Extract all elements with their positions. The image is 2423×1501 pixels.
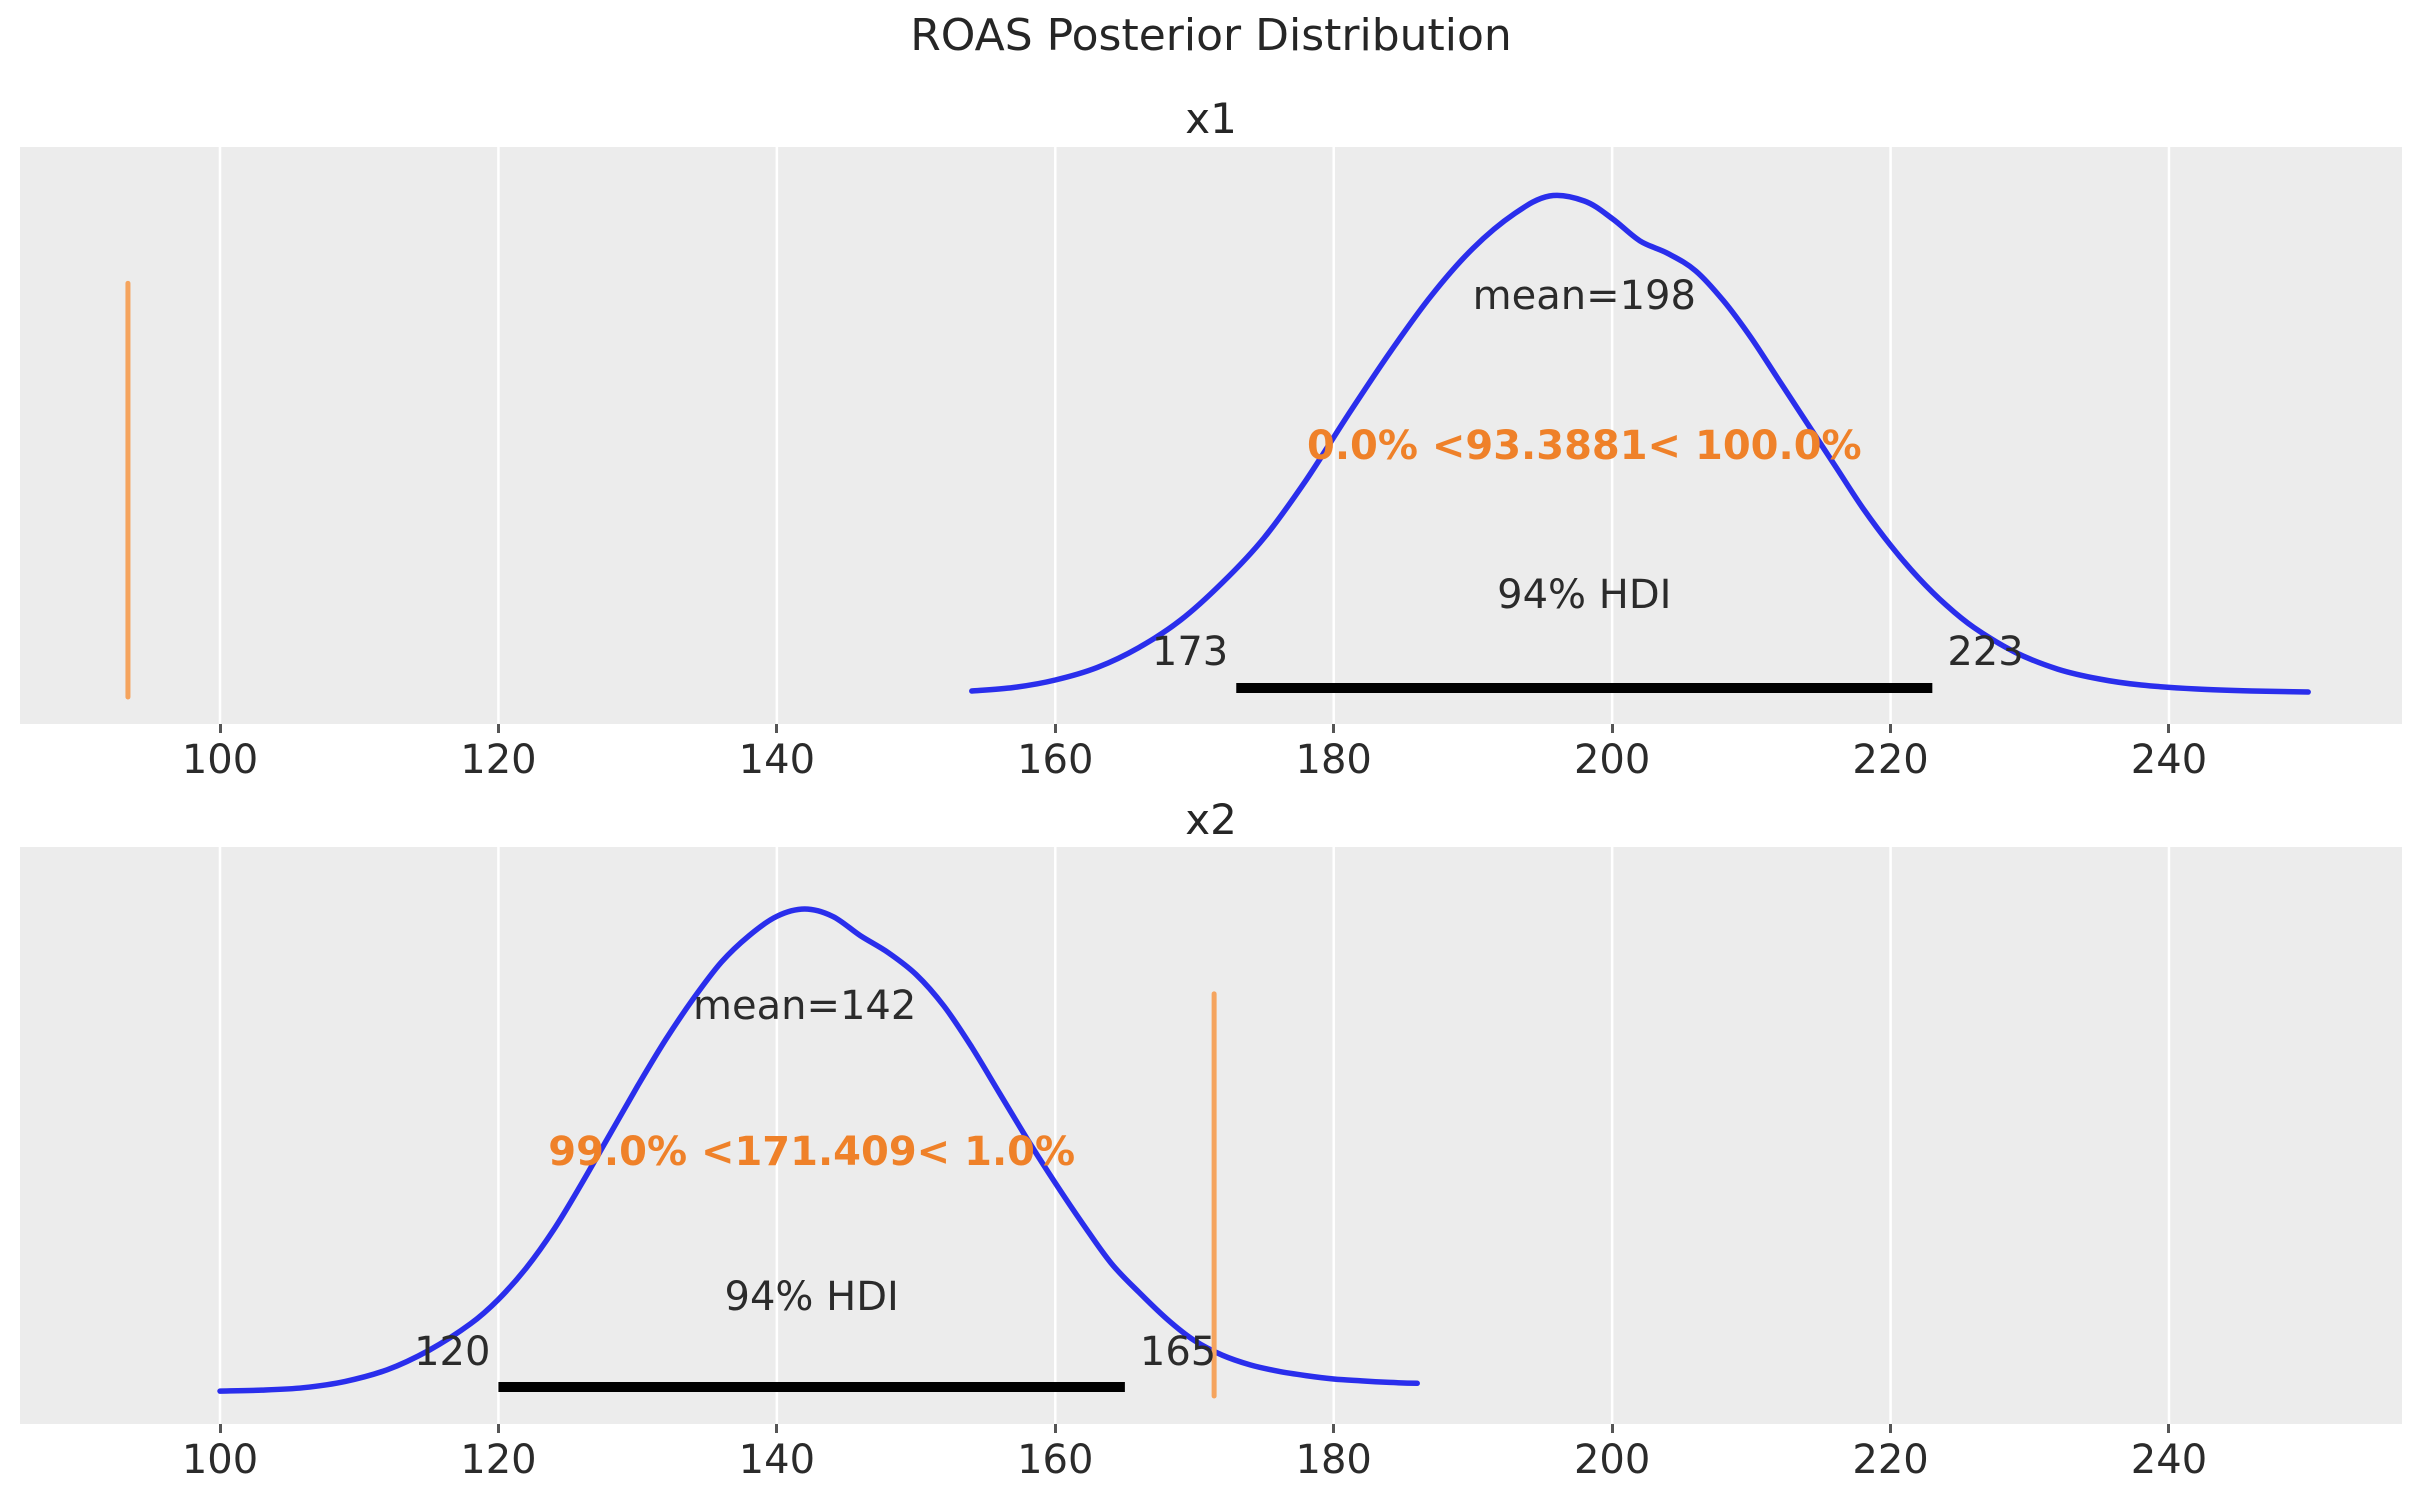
x-tick-label-x2-120: 120 bbox=[460, 1437, 537, 1483]
x-tick-label-x2-100: 100 bbox=[181, 1437, 259, 1483]
x-tick-x1-160 bbox=[1053, 724, 1057, 733]
kde-curve-x2 bbox=[217, 906, 1420, 1394]
x-tick-x1-240 bbox=[2167, 724, 2171, 733]
axes-x1 bbox=[20, 147, 2402, 724]
x-tick-label-x1-160: 160 bbox=[1017, 737, 1094, 783]
x-tick-x1-140 bbox=[775, 724, 779, 733]
x-tick-x2-180 bbox=[1332, 1424, 1336, 1433]
x-tick-x1-100 bbox=[218, 724, 222, 733]
x-tick-x1-180 bbox=[1332, 724, 1336, 733]
plot-area-x1 bbox=[125, 147, 2311, 724]
x-tick-label-x2-160: 160 bbox=[1017, 1437, 1094, 1483]
x-tick-x2-120 bbox=[496, 1424, 500, 1433]
x-tick-x2-200 bbox=[1610, 1424, 1614, 1433]
ref-text-x1: 0.0% <93.3881< 100.0% bbox=[1306, 422, 1862, 469]
mean-label-x2: mean=142 bbox=[693, 983, 917, 1029]
plot-area-x2 bbox=[217, 847, 2171, 1424]
hdi-high-label-x2: 165 bbox=[1139, 1329, 1217, 1376]
hdi-text-x1: 94% HDI bbox=[1497, 572, 1672, 619]
hdi-high-label-x1: 223 bbox=[1947, 629, 2024, 676]
x-tick-label-x1-200: 200 bbox=[1573, 737, 1651, 783]
x-tick-x2-160 bbox=[1053, 1424, 1057, 1433]
x-tick-label-x1-120: 120 bbox=[460, 737, 537, 783]
x-tick-label-x1-140: 140 bbox=[738, 737, 816, 783]
hdi-text-x2: 94% HDI bbox=[724, 1274, 899, 1320]
x-tick-x1-120 bbox=[496, 724, 500, 733]
x-tick-x2-140 bbox=[775, 1424, 779, 1433]
x-tick-label-x2-180: 180 bbox=[1295, 1437, 1372, 1483]
x-tick-x1-200 bbox=[1610, 724, 1614, 733]
kde-curve-x1 bbox=[969, 192, 2311, 695]
ref-text-x2: 99.0% <171.409< 1.0% bbox=[548, 1128, 1076, 1175]
panel-title-x2: x2 bbox=[1185, 795, 1237, 844]
x-tick-label-x1-180: 180 bbox=[1295, 737, 1372, 783]
x-tick-label-x2-220: 220 bbox=[1852, 1437, 1929, 1483]
hdi-bar-x2 bbox=[498, 1382, 1125, 1392]
x-tick-label-x1-240: 240 bbox=[2130, 737, 2208, 783]
hdi-bar-x1 bbox=[1236, 683, 1933, 693]
x-tick-x2-240 bbox=[2167, 1424, 2171, 1433]
x-tick-label-x2-200: 200 bbox=[1573, 1437, 1651, 1483]
x-tick-x1-220 bbox=[1889, 724, 1893, 733]
panel-title-x1: x1 bbox=[1185, 94, 1237, 143]
x-tick-x2-220 bbox=[1889, 1424, 1893, 1433]
hdi-low-label-x1: 173 bbox=[1151, 629, 1229, 676]
x-tick-label-x2-240: 240 bbox=[2130, 1437, 2208, 1483]
mean-label-x1: mean=198 bbox=[1472, 272, 1696, 319]
x-tick-label-x1-100: 100 bbox=[181, 737, 259, 783]
x-tick-label-x2-140: 140 bbox=[738, 1437, 816, 1483]
axes-x2 bbox=[20, 847, 2402, 1424]
x-tick-x2-100 bbox=[218, 1424, 222, 1433]
hdi-low-label-x2: 120 bbox=[414, 1329, 491, 1376]
x-tick-label-x1-220: 220 bbox=[1852, 737, 1929, 783]
figure-title: ROAS Posterior Distribution bbox=[910, 10, 1512, 61]
